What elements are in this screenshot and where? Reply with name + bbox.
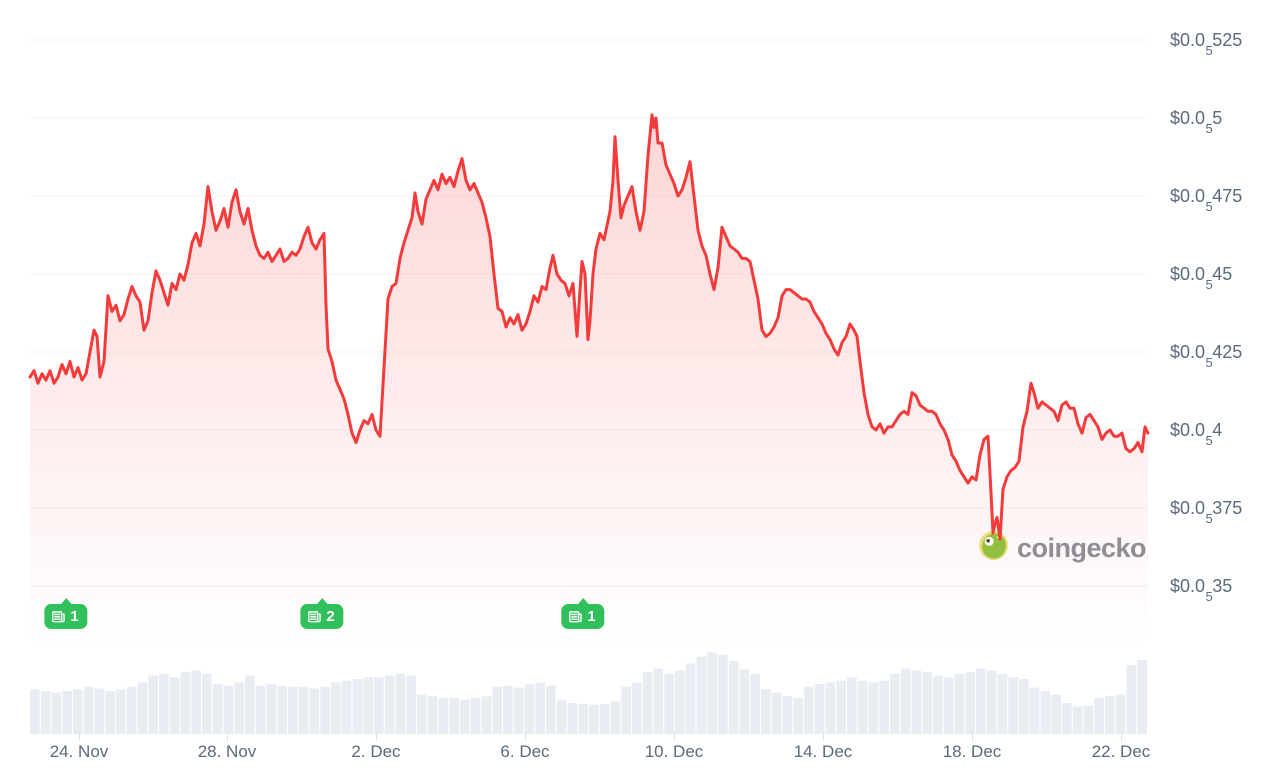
x-axis-tick-mark <box>227 733 228 741</box>
x-axis-tick-mark <box>1121 733 1122 741</box>
news-annotation-badge[interactable]: 1 <box>44 604 88 629</box>
news-count: 1 <box>587 608 596 625</box>
price-area-fill <box>30 114 1148 642</box>
x-axis-tick-label: 18. Dec <box>942 742 1002 761</box>
x-axis-tick-label: 10. Dec <box>644 742 704 761</box>
x-axis-tick-mark <box>525 733 526 741</box>
x-axis-tick-label: 28. Nov <box>197 742 257 761</box>
price-line <box>28 113 1150 541</box>
x-axis-tick-mark <box>823 733 824 741</box>
news-annotation-badge[interactable]: 1 <box>561 604 605 629</box>
y-axis-tick-label: $0.054 <box>1170 420 1223 448</box>
x-axis-tick-mark <box>972 733 973 741</box>
newspaper-icon <box>569 610 582 622</box>
x-axis-tick-label: 6. Dec <box>500 742 550 761</box>
news-annotation-badge[interactable]: 2 <box>300 604 344 629</box>
x-axis-tick-mark <box>674 733 675 741</box>
x-axis-tick-label: 22. Dec <box>1091 742 1151 761</box>
x-axis-tick-mark <box>79 733 80 741</box>
y-axis-tick-label: $0.05525 <box>1170 30 1243 58</box>
y-axis-tick-label: $0.0545 <box>1170 264 1233 292</box>
y-axis-tick-label: $0.055 <box>1170 108 1223 136</box>
x-axis-tick-mark <box>376 733 377 741</box>
news-count: 1 <box>70 608 79 625</box>
news-count: 2 <box>326 608 335 625</box>
y-axis-tick-label: $0.05475 <box>1170 186 1243 214</box>
newspaper-icon <box>52 610 65 622</box>
y-axis-tick-label: $0.0535 <box>1170 576 1233 604</box>
newspaper-icon <box>308 610 321 622</box>
y-axis-tick-label: $0.05425 <box>1170 342 1243 370</box>
x-axis-tick-label: 2. Dec <box>351 742 401 761</box>
y-axis-tick-label: $0.05375 <box>1170 498 1243 526</box>
x-axis-tick-label: 14. Dec <box>793 742 853 761</box>
x-axis-tick-label: 24. Nov <box>49 742 109 761</box>
volume-bars <box>30 652 1147 734</box>
